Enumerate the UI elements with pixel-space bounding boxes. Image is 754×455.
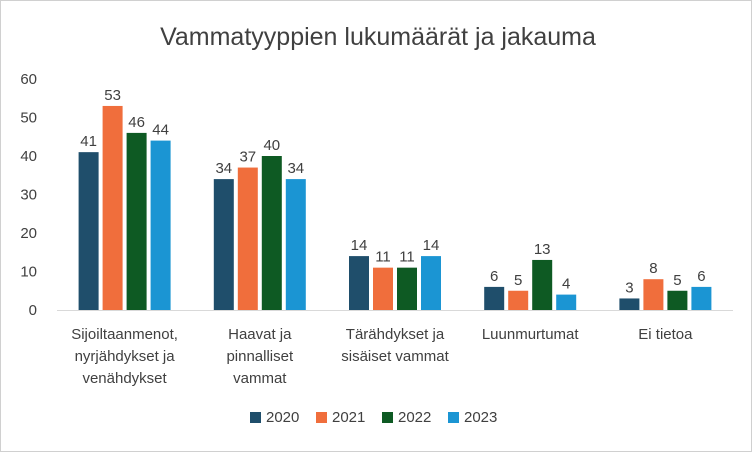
legend-swatch-2023 <box>448 412 459 423</box>
data-label: 41 <box>80 133 97 150</box>
data-label: 40 <box>263 137 280 154</box>
category-label-line: Haavat ja <box>228 326 292 343</box>
bar-2020-4 <box>619 298 640 310</box>
data-label: 46 <box>128 114 145 131</box>
bar-series-group <box>78 105 712 310</box>
bar-2023-4 <box>691 286 712 310</box>
bar-2021-0 <box>102 105 123 310</box>
category-label-line: nyrjähdykset ja <box>75 348 176 365</box>
bar-2023-3 <box>556 294 577 310</box>
data-label: 4 <box>562 276 570 293</box>
data-label: 6 <box>697 268 705 285</box>
y-tick-label: 40 <box>20 148 37 165</box>
category-labels-group: Sijoiltaanmenot, nyrjähdykset ja venähdyks… <box>71 326 693 387</box>
bar-2021-2 <box>373 267 393 310</box>
category-label-line: venähdykset <box>82 370 167 387</box>
bar-2020-2 <box>349 256 369 310</box>
bar-2022-4 <box>667 290 688 310</box>
y-tick-label: 10 <box>20 264 37 281</box>
y-tick-label: 30 <box>20 187 37 204</box>
bar-2021-1 <box>237 167 258 310</box>
data-label: 11 <box>375 249 391 266</box>
category-label-line: Ei tietoa <box>638 326 693 343</box>
bar-2022-3 <box>532 259 553 310</box>
bar-2020-0 <box>78 152 99 310</box>
data-label: 14 <box>423 237 440 254</box>
data-label: 34 <box>287 160 304 177</box>
category-label-line: Tärähdykset ja <box>346 326 445 343</box>
y-axis-ticks: 0 10 20 30 40 50 60 <box>20 71 37 319</box>
legend-label-2022: 2022 <box>398 409 431 426</box>
bar-2022-1 <box>261 156 282 310</box>
legend-label-2021: 2021 <box>332 409 365 426</box>
legend-swatch-2022 <box>382 412 393 423</box>
bar-2022-0 <box>126 132 147 310</box>
y-tick-label: 20 <box>20 225 37 242</box>
bar-2021-4 <box>643 279 664 310</box>
bar-2020-3 <box>484 286 505 310</box>
category-label: Luunmurtumat <box>482 326 580 343</box>
data-label: 37 <box>239 149 256 166</box>
y-tick-label: 50 <box>20 110 37 127</box>
y-tick-label: 60 <box>20 71 37 88</box>
category-label: Haavat ja pinnalliset vammat <box>226 326 294 387</box>
legend: 2020 2021 2022 2023 <box>250 409 497 426</box>
data-label: 5 <box>673 272 681 289</box>
bar-2022-2 <box>397 267 417 310</box>
legend-swatch-2021 <box>316 412 327 423</box>
category-label-line: Sijoiltaanmenot, <box>71 326 178 343</box>
bar-2020-1 <box>213 179 234 310</box>
category-label: Tärähdykset ja sisäiset vammat <box>341 326 449 365</box>
data-label: 14 <box>351 237 368 254</box>
bar-2021-3 <box>508 290 529 310</box>
bar-2023-1 <box>285 179 306 310</box>
data-label: 5 <box>514 272 522 289</box>
y-tick-label: 0 <box>29 302 37 319</box>
category-label-line: pinnalliset <box>226 348 294 365</box>
bar-2023-0 <box>150 140 171 310</box>
category-label: Ei tietoa <box>638 326 693 343</box>
category-label-line: vammat <box>233 370 287 387</box>
category-label-line: sisäiset vammat <box>341 348 449 365</box>
legend-label-2023: 2023 <box>464 409 497 426</box>
legend-swatch-2020 <box>250 412 261 423</box>
chart-title: Vammatyyppien lukumäärät ja jakauma <box>160 23 596 51</box>
data-label: 3 <box>625 279 633 296</box>
category-label: Sijoiltaanmenot, nyrjähdykset ja venähdyks… <box>71 326 178 387</box>
data-label: 8 <box>649 260 657 277</box>
bar-2023-2 <box>421 256 441 310</box>
data-label: 13 <box>534 241 551 258</box>
legend-label-2020: 2020 <box>266 409 299 426</box>
data-label: 6 <box>490 268 498 285</box>
data-label: 44 <box>152 122 169 139</box>
data-label: 11 <box>399 249 415 266</box>
category-label-line: Luunmurtumat <box>482 326 580 343</box>
data-label: 53 <box>104 87 121 104</box>
data-label: 34 <box>215 160 232 177</box>
